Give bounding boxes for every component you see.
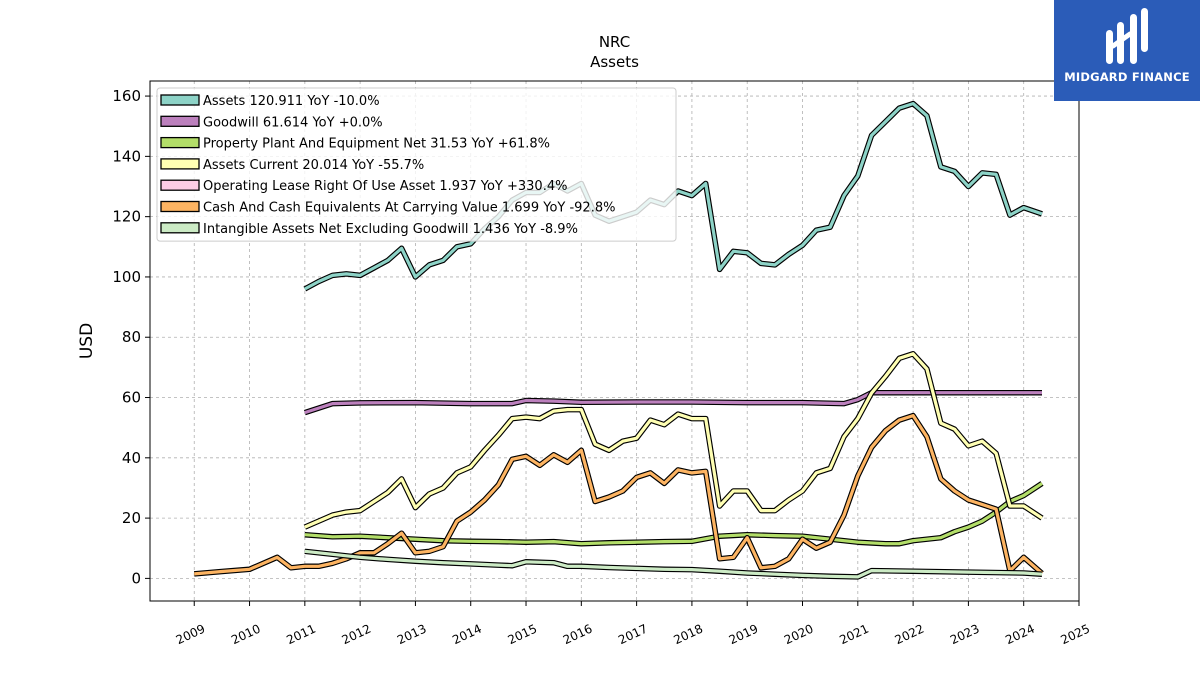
legend-label: Cash And Cash Equivalents At Carrying Va… <box>203 201 615 216</box>
x-tick-label: 2023 <box>948 622 982 648</box>
y-tick-label: 60 <box>122 389 141 407</box>
legend-swatch <box>160 115 200 127</box>
brand-logo: MIDGARD FINANCE <box>1054 0 1200 101</box>
plot-frame <box>149 80 1080 602</box>
x-tick-label: 2018 <box>671 622 705 648</box>
chart-title: NRC <box>599 33 630 51</box>
series-line <box>194 414 1044 576</box>
x-tick-label: 2025 <box>1059 622 1093 648</box>
x-tick-label: 2024 <box>1003 622 1037 648</box>
x-tick-label: 2019 <box>727 622 761 648</box>
y-tick-label: 120 <box>112 208 141 226</box>
legend-swatch <box>160 179 200 191</box>
y-tick-label: 20 <box>122 509 141 527</box>
x-tick-label: 2017 <box>616 622 650 648</box>
series-line <box>304 391 1042 415</box>
legend-swatch <box>160 200 200 213</box>
x-tick-label: 2021 <box>837 622 871 648</box>
y-tick-label: 40 <box>122 449 141 467</box>
x-tick-label: 2016 <box>561 622 595 648</box>
y-tick-label: 140 <box>112 147 141 165</box>
y-tick-label: 160 <box>112 87 141 105</box>
legend-label: Property Plant And Equipment Net 31.53 Y… <box>203 137 550 152</box>
legend-swatch <box>160 158 200 170</box>
legend-label: Intangible Assets Net Excluding Goodwill… <box>203 222 578 237</box>
x-tick-label: 2022 <box>893 622 927 648</box>
legend: Assets 120.911 YoY -10.0% Goodwill 61.614… <box>156 87 677 242</box>
series-line <box>304 352 1043 529</box>
y-tick-label: 100 <box>112 268 141 286</box>
logo-text: MIDGARD FINANCE <box>1064 70 1190 84</box>
legend-label: Assets Current 20.014 YoY -55.7% <box>203 158 424 173</box>
logo-mark-icon <box>1106 8 1148 64</box>
legend-swatch <box>160 136 200 149</box>
x-tick-label: 2014 <box>450 622 484 648</box>
legend-box <box>156 87 677 242</box>
legend-swatch <box>160 94 200 106</box>
y-axis-label: USD <box>77 323 97 359</box>
x-tick-label: 2010 <box>229 622 263 648</box>
legend-swatch <box>160 222 200 234</box>
x-tick-label: 2012 <box>340 622 374 648</box>
chart-subtitle: Assets <box>590 53 639 71</box>
x-tick-label: 2020 <box>782 622 816 648</box>
legend-label: Goodwill 61.614 YoY +0.0% <box>203 115 383 130</box>
legend-label: Operating Lease Right Of Use Asset 1.937… <box>203 179 567 194</box>
legend-label: Assets 120.911 YoY -10.0% <box>203 94 380 109</box>
y-tick-label: 0 <box>131 569 141 587</box>
y-tick-label: 80 <box>122 328 141 346</box>
x-tick-label: 2011 <box>284 622 318 648</box>
x-tick-label: 2013 <box>395 622 429 648</box>
x-tick-label: 2015 <box>506 622 540 648</box>
series-line <box>304 549 1043 579</box>
x-tick-label: 2009 <box>174 622 208 648</box>
